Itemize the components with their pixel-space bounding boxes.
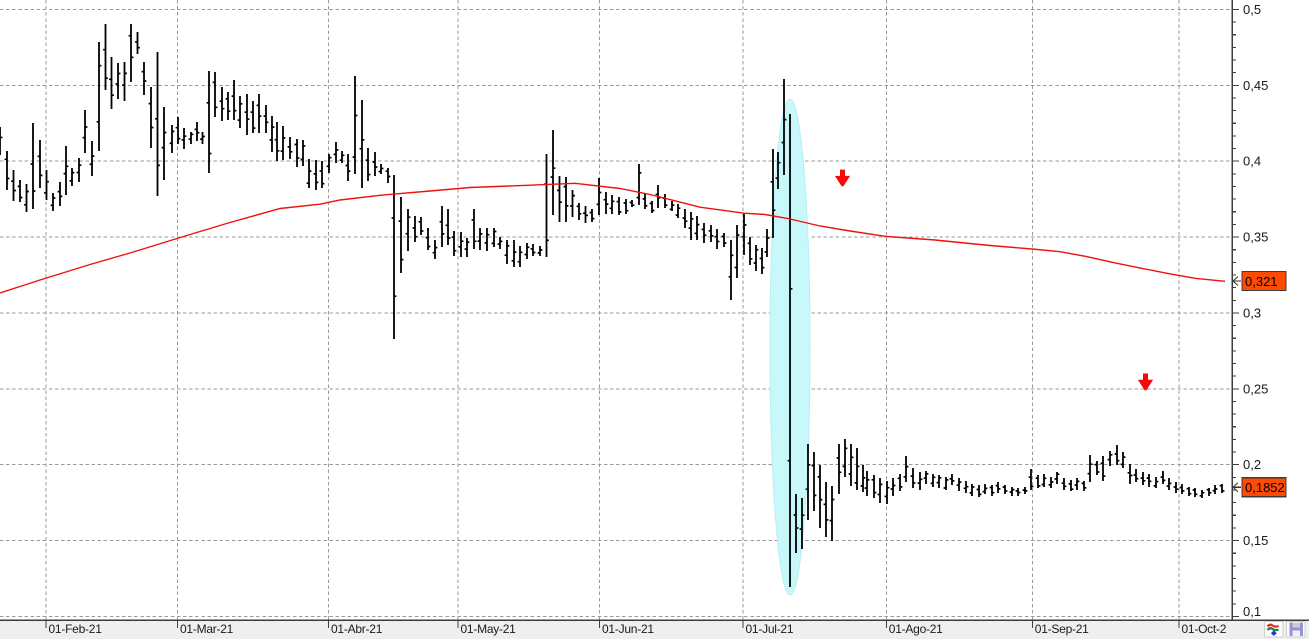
svg-text:01-Sep-21: 01-Sep-21 — [1035, 622, 1089, 636]
svg-text:01-Jun-21: 01-Jun-21 — [602, 622, 654, 636]
svg-text:0,2: 0,2 — [1243, 457, 1261, 472]
svg-text:0,5: 0,5 — [1243, 2, 1261, 17]
svg-text:0,35: 0,35 — [1243, 230, 1268, 245]
svg-text:0,15: 0,15 — [1243, 533, 1268, 548]
svg-text:0,4: 0,4 — [1243, 154, 1261, 169]
svg-text:0,3: 0,3 — [1243, 305, 1261, 320]
svg-text:01-Oct-2: 01-Oct-2 — [1182, 622, 1227, 636]
svg-text:0,321: 0,321 — [1245, 274, 1278, 289]
svg-text:01-May-21: 01-May-21 — [461, 622, 517, 636]
svg-text:01-Mar-21: 01-Mar-21 — [180, 622, 234, 636]
svg-text:0,1: 0,1 — [1243, 604, 1261, 619]
svg-text:0,45: 0,45 — [1243, 78, 1268, 93]
svg-text:0,25: 0,25 — [1243, 381, 1268, 396]
svg-text:0,1852: 0,1852 — [1245, 480, 1285, 495]
svg-text:01-Abr-21: 01-Abr-21 — [331, 622, 383, 636]
svg-text:01-Jul-21: 01-Jul-21 — [746, 622, 794, 636]
svg-text:01-Feb-21: 01-Feb-21 — [49, 622, 103, 636]
svg-text:01-Ago-21: 01-Ago-21 — [889, 622, 943, 636]
